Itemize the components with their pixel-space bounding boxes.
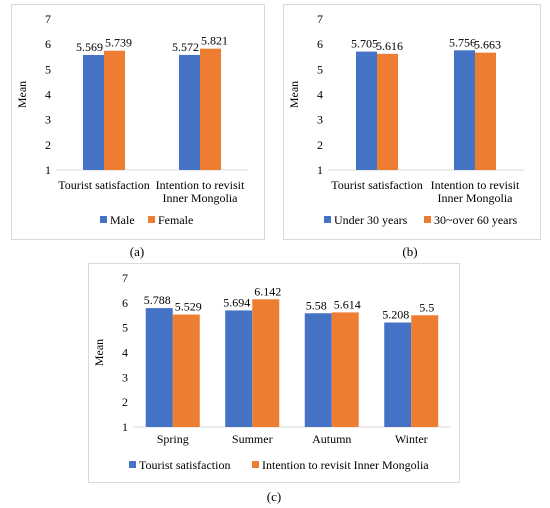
- y-tick-label: 2: [45, 138, 51, 152]
- bar: [252, 299, 280, 427]
- panel-label-a: (a): [129, 244, 145, 259]
- y-tick-label: 7: [317, 12, 323, 26]
- chart-a-svg: 1 2 3 4 5 6 7 Mean 5.569 5.739 Tourist satisfactio…: [15, 12, 248, 227]
- data-label: 5.58: [306, 298, 327, 312]
- chart-panel-c: 1 2 3 4 5 6 7 Mean 5.788 5.529 Spring 5.694 6.142 Sum…: [88, 263, 460, 483]
- chart-panel-b: 1 2 3 4 5 6 7 Mean 5.705 5.616 Tourist satisfactio…: [283, 4, 541, 240]
- bar: [225, 310, 253, 427]
- bar: [145, 308, 173, 427]
- bar: [356, 51, 377, 170]
- data-label: 5.788: [144, 293, 171, 307]
- x-tick-label: Spring: [157, 432, 189, 446]
- legend-swatch: [252, 461, 259, 468]
- data-label: 5.614: [334, 297, 361, 311]
- bar: [454, 50, 475, 170]
- legend-swatch: [324, 216, 331, 223]
- x-tick-label: Intention to revisit: [431, 178, 520, 192]
- y-axis-label: Mean: [92, 339, 106, 366]
- y-axis-label: Mean: [287, 81, 301, 108]
- y-tick-label: 6: [122, 296, 128, 310]
- y-tick-label: 7: [122, 271, 128, 285]
- data-label: 6.142: [254, 284, 281, 298]
- x-tick-label: Tourist satisfaction: [58, 178, 149, 192]
- bar: [377, 53, 398, 170]
- y-tick-label: 5: [122, 321, 128, 335]
- y-tick-label: 2: [317, 138, 323, 152]
- legend-label: Female: [158, 213, 193, 227]
- legend-label: Intention to revisit Inner Mongolia: [262, 458, 429, 472]
- panel-label-c: (c): [266, 489, 282, 504]
- legend-label: Male: [110, 213, 135, 227]
- legend-swatch: [148, 216, 155, 223]
- y-tick-label: 4: [122, 346, 128, 360]
- panel-label-b: (b): [402, 244, 418, 259]
- y-tick-label: 1: [45, 163, 51, 177]
- y-tick-label: 5: [45, 62, 51, 76]
- x-tick-label: Intention to revisit: [156, 178, 245, 192]
- data-label: 5.694: [223, 295, 250, 309]
- legend-swatch: [129, 461, 136, 468]
- y-tick-label: 1: [122, 420, 128, 434]
- data-label: 5.663: [474, 38, 501, 52]
- data-label: 5.569: [76, 40, 103, 54]
- bar: [475, 52, 496, 170]
- data-label: 5.739: [105, 36, 132, 50]
- data-label: 5.616: [376, 39, 403, 53]
- y-tick-label: 7: [45, 12, 51, 26]
- y-tick-label: 6: [45, 37, 51, 51]
- bar: [411, 315, 439, 427]
- y-tick-label: 2: [122, 395, 128, 409]
- legend-swatch: [424, 216, 431, 223]
- data-label: 5.208: [382, 308, 409, 322]
- y-tick-label: 4: [317, 88, 323, 102]
- y-tick-label: 4: [45, 88, 51, 102]
- data-label: 5.821: [201, 34, 228, 48]
- x-tick-label: Inner Mongolia: [438, 191, 514, 205]
- x-tick-label: Autumn: [312, 432, 351, 446]
- chart-c-svg: 1 2 3 4 5 6 7 Mean 5.788 5.529 Spring 5.694 6.142 Sum…: [92, 271, 451, 472]
- x-tick-label: Inner Mongolia: [163, 191, 239, 205]
- legend-swatch: [100, 216, 107, 223]
- y-axis-label: Mean: [15, 81, 29, 108]
- y-tick-label: 1: [317, 163, 323, 177]
- bar: [104, 50, 125, 170]
- data-label: 5.572: [172, 40, 199, 54]
- bar: [200, 48, 221, 170]
- y-tick-label: 3: [45, 113, 51, 127]
- y-tick-label: 3: [122, 370, 128, 384]
- x-tick-label: Winter: [395, 432, 428, 446]
- bar: [83, 55, 104, 170]
- y-tick-label: 6: [317, 37, 323, 51]
- data-label: 5.5: [419, 300, 434, 314]
- chart-panel-a: 1 2 3 4 5 6 7 Mean 5.569 5.739 Tourist satisfactio…: [11, 4, 265, 240]
- data-label: 5.705: [351, 37, 378, 51]
- bar: [304, 313, 332, 427]
- legend-label: Under 30 years: [334, 213, 408, 227]
- legend-label: 30~over 60 years: [434, 213, 517, 227]
- y-tick-label: 3: [317, 113, 323, 127]
- data-label: 5.529: [175, 300, 202, 314]
- bar: [384, 322, 412, 427]
- bar: [331, 312, 359, 427]
- legend-label: Tourist satisfaction: [139, 458, 230, 472]
- data-label: 5.756: [449, 35, 476, 49]
- x-tick-label: Tourist satisfaction: [331, 178, 422, 192]
- y-tick-label: 5: [317, 62, 323, 76]
- x-tick-label: Summer: [232, 432, 273, 446]
- bar: [179, 54, 200, 170]
- bar: [172, 314, 200, 427]
